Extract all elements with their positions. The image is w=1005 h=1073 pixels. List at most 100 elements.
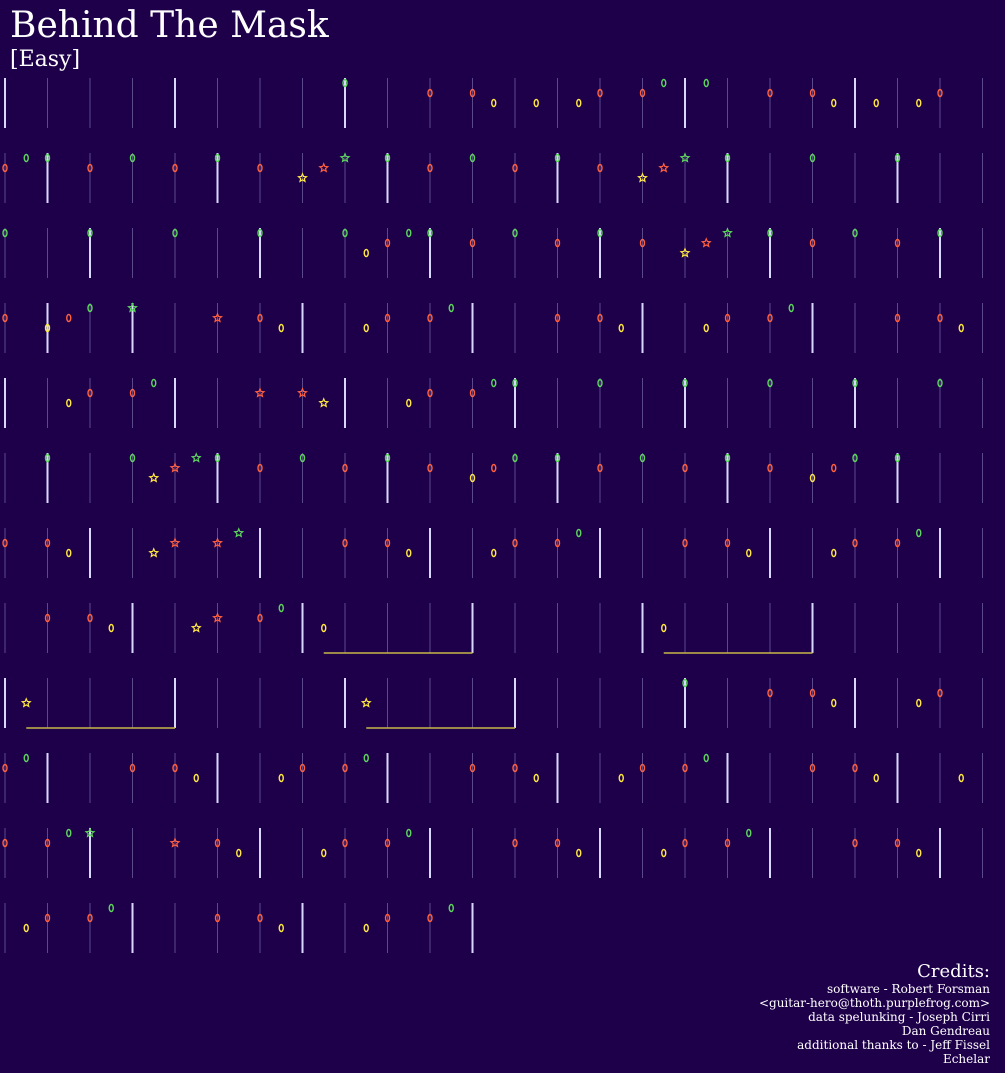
- note-green: [448, 903, 454, 913]
- note-yellow: [916, 98, 922, 108]
- song-title: Behind The Mask: [10, 5, 329, 46]
- note-yellow: [873, 773, 879, 783]
- note-red: [469, 238, 476, 248]
- star-note-green: [84, 827, 96, 838]
- difficulty-label: [Easy]: [10, 47, 81, 72]
- star-note-yellow: [360, 697, 372, 708]
- note-green: [342, 78, 348, 88]
- note-yellow: [618, 323, 624, 333]
- note-red: [427, 463, 433, 473]
- star-note-red: [212, 612, 223, 623]
- note-red: [2, 763, 8, 773]
- star-note-green: [679, 152, 691, 163]
- note-red: [427, 913, 433, 923]
- note-red: [44, 913, 51, 923]
- note-yellow: [278, 923, 284, 933]
- star-note-red: [318, 162, 330, 173]
- note-green: [661, 78, 667, 88]
- star-note-green: [127, 302, 138, 313]
- note-red: [2, 313, 8, 323]
- note-red: [427, 88, 433, 98]
- note-yellow: [831, 548, 837, 558]
- note-red: [724, 838, 731, 848]
- note-red: [682, 463, 688, 473]
- note-red: [214, 838, 221, 848]
- note-red: [724, 538, 731, 548]
- note-green: [172, 228, 178, 238]
- note-red: [342, 538, 348, 548]
- note-yellow: [66, 548, 72, 558]
- star-note-red: [297, 387, 308, 398]
- note-green: [278, 603, 284, 613]
- star-note-red: [212, 537, 223, 548]
- note-green: [767, 378, 773, 388]
- note-red: [427, 388, 433, 398]
- note-green: [384, 153, 391, 163]
- star-note-red: [212, 312, 223, 323]
- note-red: [87, 388, 93, 398]
- star-note-red: [700, 237, 712, 248]
- note-red: [257, 313, 263, 323]
- note-green: [44, 153, 51, 163]
- star-note-yellow: [679, 247, 691, 258]
- note-red: [87, 913, 93, 923]
- note-red: [809, 238, 816, 248]
- note-yellow: [618, 773, 624, 783]
- note-yellow: [661, 848, 667, 858]
- note-red: [894, 238, 901, 248]
- note-yellow: [278, 323, 284, 333]
- star-note-red: [254, 387, 266, 398]
- note-green: [129, 153, 136, 163]
- note-green: [151, 378, 157, 388]
- star-note-yellow: [297, 172, 308, 183]
- note-green: [448, 303, 454, 313]
- star-note-yellow: [190, 622, 202, 633]
- note-yellow: [491, 548, 497, 558]
- note-red: [172, 163, 178, 173]
- note-red: [682, 763, 688, 773]
- note-yellow: [108, 623, 114, 633]
- note-red: [597, 88, 603, 98]
- note-yellow: [321, 848, 327, 858]
- note-red: [597, 313, 603, 323]
- note-green: [639, 453, 646, 463]
- note-yellow: [576, 98, 582, 108]
- note-red: [469, 388, 476, 398]
- note-red: [937, 88, 943, 98]
- note-green: [894, 153, 901, 163]
- star-note-green: [722, 227, 733, 238]
- note-red: [682, 838, 688, 848]
- note-yellow: [66, 398, 72, 408]
- note-red: [937, 688, 943, 698]
- note-red: [384, 838, 391, 848]
- note-red: [639, 763, 646, 773]
- note-green: [2, 228, 8, 238]
- note-red: [257, 163, 263, 173]
- note-green: [682, 678, 688, 688]
- note-red: [427, 313, 433, 323]
- note-yellow: [533, 773, 539, 783]
- note-red: [852, 763, 858, 773]
- note-green: [852, 378, 858, 388]
- note-green: [406, 228, 412, 238]
- note-red: [852, 538, 858, 548]
- note-yellow: [958, 323, 964, 333]
- note-red: [767, 463, 773, 473]
- note-green: [852, 453, 858, 463]
- note-red: [44, 613, 51, 623]
- note-green: [597, 378, 603, 388]
- note-green: [916, 528, 922, 538]
- note-green: [724, 453, 731, 463]
- note-green: [257, 228, 263, 238]
- note-green: [512, 378, 518, 388]
- note-red: [809, 763, 816, 773]
- note-green: [767, 228, 773, 238]
- star-note-green: [339, 152, 351, 163]
- note-green: [342, 228, 348, 238]
- note-green: [852, 228, 858, 238]
- note-green: [87, 228, 93, 238]
- note-red: [724, 313, 731, 323]
- note-green: [809, 153, 816, 163]
- note-yellow: [193, 773, 199, 783]
- note-green: [299, 453, 306, 463]
